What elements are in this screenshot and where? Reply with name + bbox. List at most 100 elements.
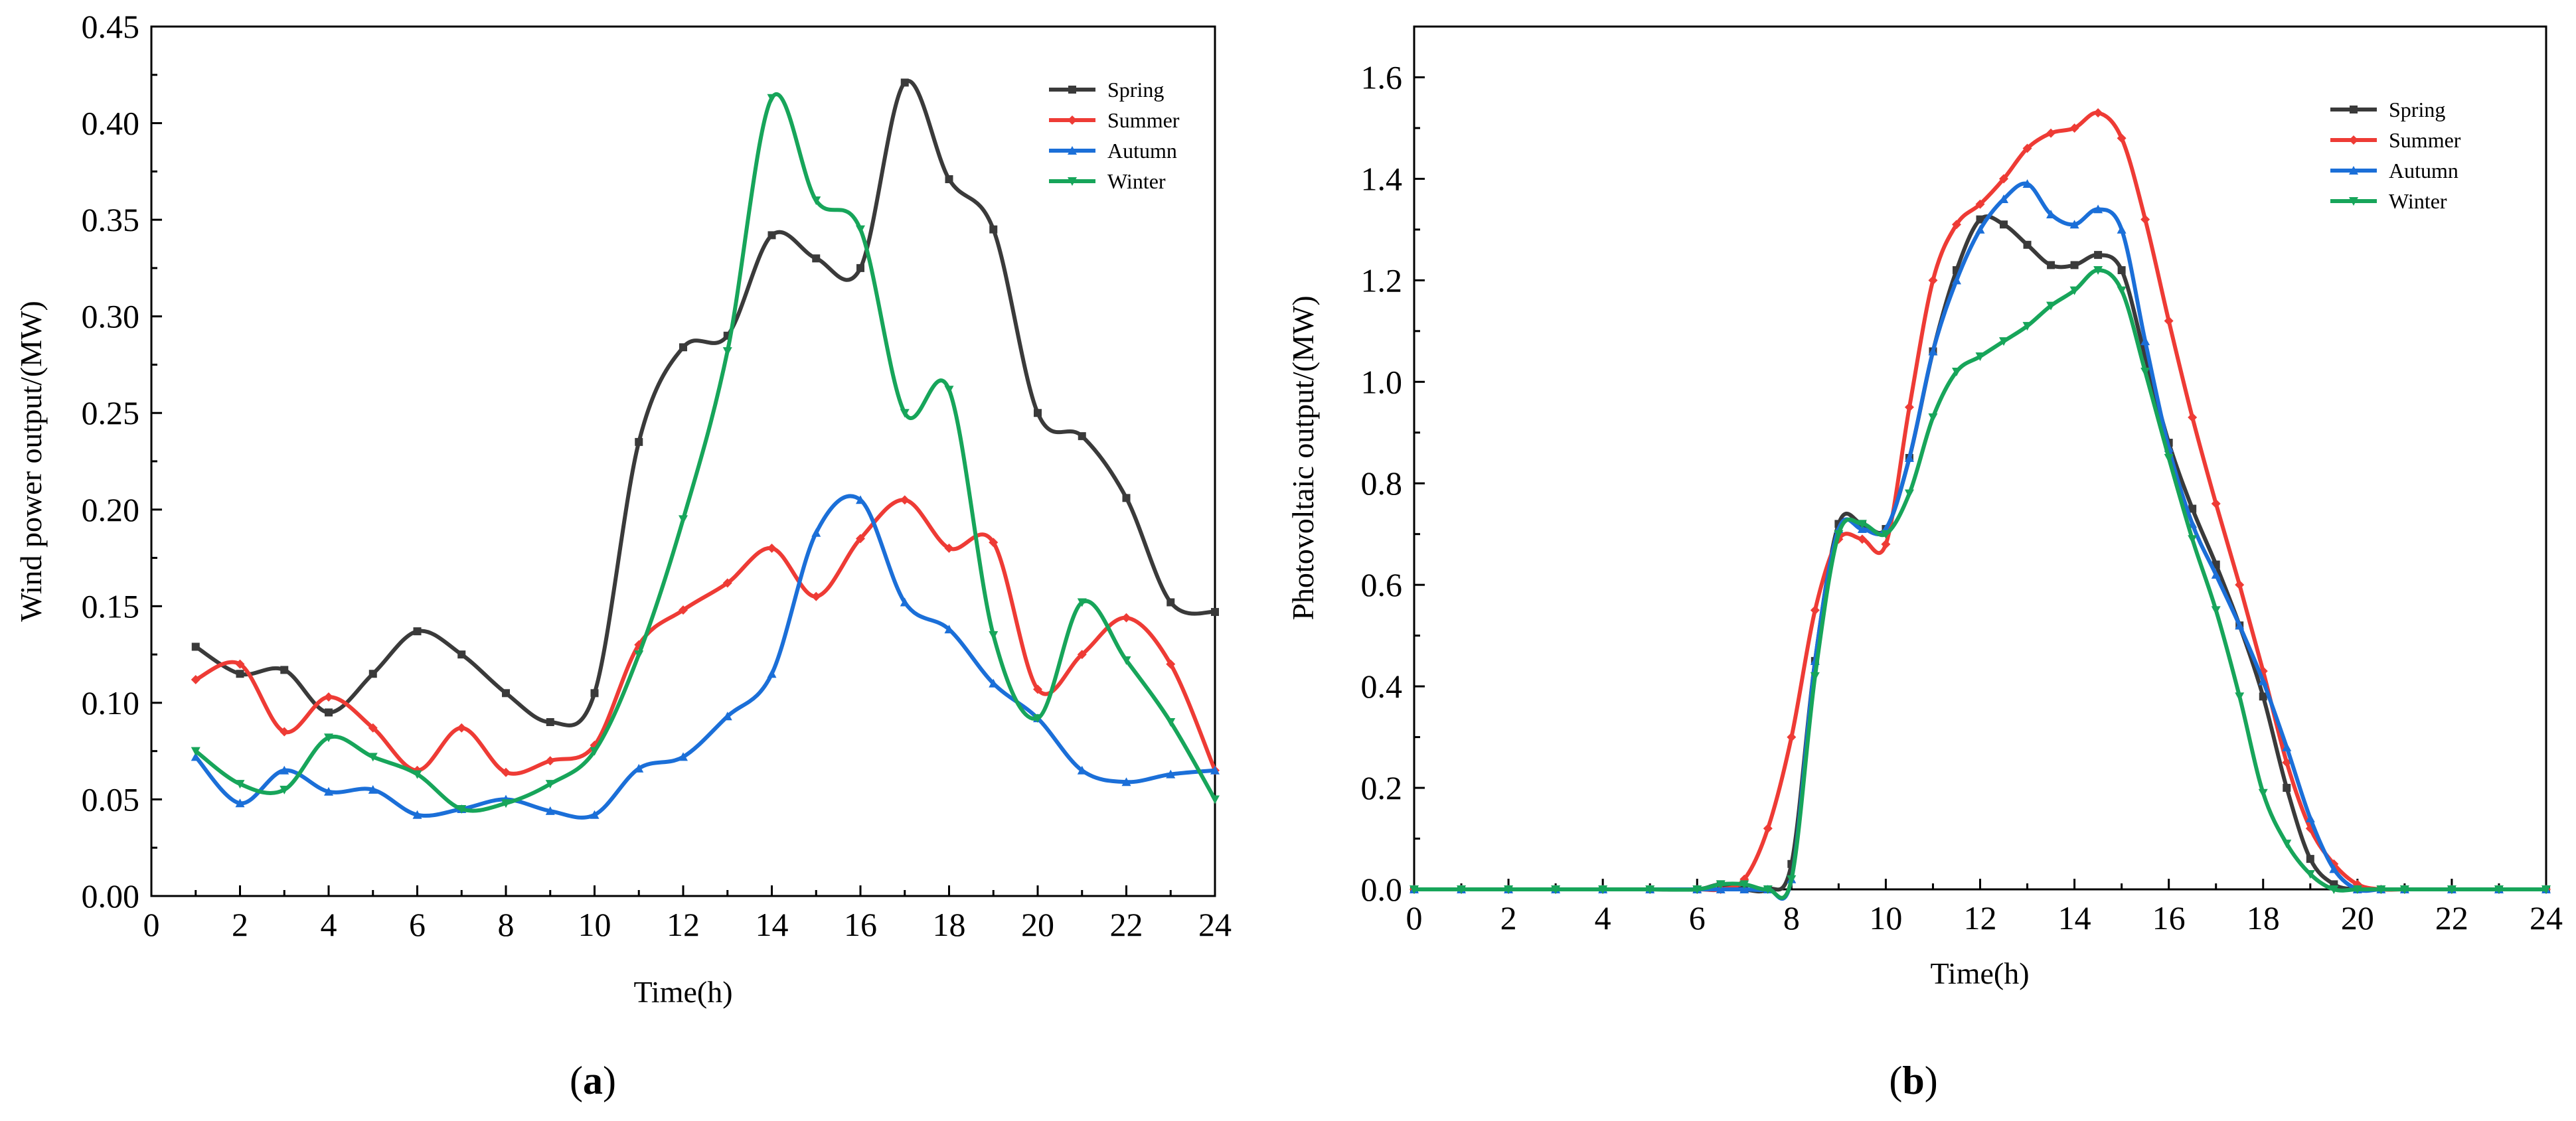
y-axis-label: Photovoltaic output/(MW)	[1286, 295, 1320, 620]
data-point-winter	[989, 631, 999, 640]
data-point-summer	[1763, 824, 1773, 834]
panel-label-letter: b	[1902, 1059, 1924, 1102]
legend-label-winter: Winter	[1107, 169, 1166, 193]
data-point-spring	[767, 231, 776, 240]
data-point-summer	[1951, 220, 1961, 230]
data-point-summer	[1033, 684, 1042, 694]
x-tick-label: 14	[756, 906, 789, 943]
data-point-winter	[2093, 266, 2103, 275]
data-point-winter	[1210, 795, 1220, 804]
data-point-spring	[457, 650, 466, 659]
y-tick-label: 0.40	[82, 105, 140, 142]
data-point-winter	[1077, 598, 1087, 607]
y-tick-label: 1.2	[1361, 262, 1403, 299]
y-tick-label: 1.6	[1361, 58, 1403, 96]
data-point-winter	[2140, 368, 2150, 376]
data-point-summer	[235, 659, 245, 669]
data-point-autumn	[900, 597, 910, 607]
data-point-autumn	[2305, 813, 2315, 822]
plot-area-frame	[150, 25, 1216, 897]
data-point-autumn	[2282, 742, 2292, 751]
data-point-summer	[501, 767, 511, 777]
data-point-summer	[1077, 650, 1087, 660]
legend-label-autumn: Autumn	[1107, 139, 1177, 163]
data-point-summer	[944, 544, 954, 553]
data-point-winter	[2447, 885, 2456, 894]
data-point-winter	[1692, 885, 1702, 894]
data-point-winter	[2022, 322, 2032, 331]
y-tick-label: 0.25	[82, 394, 140, 431]
data-point-autumn	[545, 806, 555, 815]
legend-marker-summer	[1068, 115, 1077, 125]
y-tick-label: 0.15	[82, 587, 140, 625]
data-point-summer	[457, 723, 467, 733]
legend-item-winter: Winter	[1049, 169, 1166, 193]
data-point-winter	[1763, 885, 1773, 894]
data-point-spring	[1976, 215, 1984, 224]
series-line-autumn	[1412, 181, 2548, 901]
data-point-autumn	[722, 711, 732, 721]
data-point-spring	[945, 175, 953, 183]
x-tick-label: 16	[2152, 899, 2186, 936]
data-point-autumn	[1975, 224, 1985, 234]
data-point-winter	[1951, 368, 1961, 376]
x-tick-label: 12	[1964, 899, 1997, 936]
data-point-summer	[2188, 412, 2198, 422]
data-point-autumn	[2046, 209, 2056, 218]
x-tick-label: 6	[1689, 899, 1706, 936]
data-point-winter	[811, 196, 821, 205]
data-point-winter	[2188, 535, 2198, 544]
legend-item-autumn: Autumn	[1049, 139, 1177, 163]
legend-marker-summer	[2349, 135, 2358, 145]
data-point-winter	[2494, 885, 2504, 894]
y-tick-label: 0.8	[1361, 465, 1403, 502]
data-point-spring	[900, 78, 909, 87]
data-point-winter	[1834, 530, 1844, 539]
plot-area-frame	[1413, 25, 2547, 891]
data-point-autumn	[368, 785, 378, 794]
data-point-autumn	[634, 763, 644, 773]
series-line-spring	[193, 78, 1217, 727]
x-tick-label: 20	[1021, 906, 1054, 943]
data-point-summer	[2164, 316, 2174, 326]
data-point-summer	[1810, 605, 1820, 615]
y-tick-label: 1.4	[1361, 160, 1403, 197]
data-point-winter	[2352, 885, 2362, 894]
legend-item-autumn: Autumn	[2330, 159, 2458, 183]
data-point-spring	[2070, 261, 2079, 269]
data-point-summer	[2211, 498, 2221, 508]
data-point-winter	[2164, 454, 2174, 463]
data-point-winter	[501, 799, 511, 808]
data-point-summer	[2140, 214, 2150, 224]
panel-label-open-paren: (	[1889, 1059, 1902, 1102]
data-point-summer	[1857, 534, 1867, 544]
data-point-winter	[722, 347, 732, 356]
data-point-spring	[2283, 784, 2291, 792]
data-point-autumn	[2329, 864, 2339, 873]
data-point-winter	[2282, 840, 2292, 849]
data-point-summer	[767, 544, 777, 553]
data-point-autumn	[2211, 569, 2221, 579]
data-point-spring	[325, 708, 333, 717]
data-point-spring	[2023, 240, 2032, 249]
data-point-winter	[1928, 413, 1938, 422]
data-point-autumn	[1121, 777, 1131, 786]
panel-label-letter: a	[583, 1059, 603, 1102]
x-tick-label: 10	[1869, 899, 1902, 936]
y-tick-label: 0.0	[1361, 871, 1403, 908]
data-point-summer	[1999, 174, 2009, 184]
y-tick-label: 0.00	[82, 877, 140, 915]
legend-label-summer: Summer	[2389, 128, 2461, 152]
data-point-spring	[590, 689, 599, 698]
data-point-winter	[1457, 885, 1467, 894]
data-point-autumn	[1166, 769, 1176, 779]
data-point-summer	[1787, 732, 1797, 742]
data-point-autumn	[191, 752, 201, 761]
panel-label-close-paren: )	[1925, 1059, 1938, 1102]
data-point-winter	[634, 650, 644, 660]
legend-marker-spring	[2350, 106, 2358, 113]
data-point-summer	[679, 605, 688, 615]
panel-label-b: (b)	[1889, 1059, 1937, 1102]
series-lines	[191, 78, 1220, 820]
y-axis-label: Wind power output/(MW)	[14, 301, 48, 622]
